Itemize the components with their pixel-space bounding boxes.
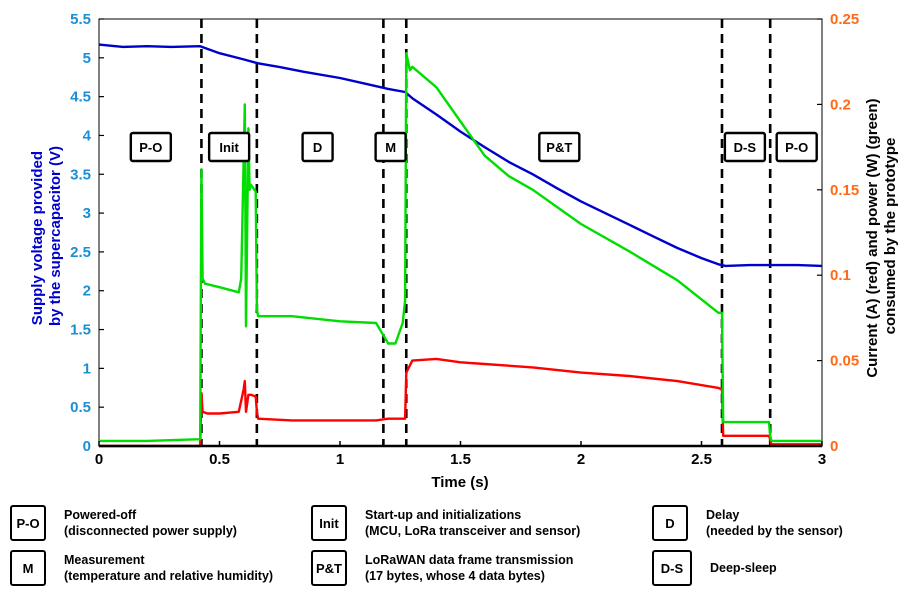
x-tick-label: 0.5 bbox=[209, 451, 230, 468]
current-series bbox=[99, 357, 822, 448]
y-right-tick-label: 0.2 bbox=[830, 96, 851, 113]
legend-item-pt: P&T LoRaWAN data frame transmission (17 … bbox=[311, 550, 573, 586]
y-right-tick-label: 0.25 bbox=[830, 11, 859, 28]
y-right-tick-label: 0.15 bbox=[830, 182, 859, 199]
y-left-tick-label: 4.5 bbox=[70, 89, 91, 106]
y-right-tick-label: 0 bbox=[830, 438, 838, 455]
y-right-label: Current (A) (red) and power (W) (green) … bbox=[864, 94, 899, 377]
legend-item-m: M Measurement (temperature and relative … bbox=[10, 550, 273, 586]
legend: P-O Powered-off (disconnected power supp… bbox=[0, 500, 906, 590]
legend-m-line1: Measurement bbox=[64, 553, 145, 567]
phase-label-box: D-S bbox=[723, 131, 767, 163]
phase-label-frame bbox=[207, 131, 251, 163]
x-tick-label: 0 bbox=[95, 451, 103, 468]
phase-labels: P-O Init D M P&T D-S P-O bbox=[129, 131, 818, 163]
chart: P-O Init D M P&T D-S P-O 0 0.5 1 1.5 2 2.5 300.511.5… bbox=[29, 11, 899, 491]
voltage-series bbox=[98, 43, 823, 268]
x-tick-label: 1 bbox=[336, 451, 344, 468]
legend-text-m: Measurement (temperature and relative hu… bbox=[64, 552, 273, 584]
phase-label-frame bbox=[129, 131, 173, 163]
phase-label-box: Init bbox=[207, 131, 251, 163]
y-right-label-line2: consumed by the prototype bbox=[882, 138, 899, 335]
legend-text-ds: Deep-sleep bbox=[710, 560, 777, 576]
phase-label-text: P&T bbox=[546, 140, 572, 155]
y-left-tick-label: 5.5 bbox=[70, 11, 91, 28]
y-left-tick-label: 5 bbox=[83, 50, 91, 67]
legend-key-m: M bbox=[10, 550, 46, 586]
phase-label-frame bbox=[775, 131, 818, 163]
phase-label-frame bbox=[538, 131, 581, 163]
plot-frame bbox=[98, 18, 823, 447]
legend-pt-line1: LoRaWAN data frame transmission bbox=[365, 553, 574, 567]
y-right-label-line1: Current (A) (red) and power (W) (green) bbox=[864, 99, 881, 378]
phase-label-text: P-O bbox=[785, 140, 808, 155]
legend-d-line1: Delay bbox=[706, 508, 740, 522]
legend-text-d: Delay (needed by the sensor) bbox=[706, 507, 843, 539]
phase-label-box: P-O bbox=[775, 131, 818, 163]
y-left-tick-label: 3 bbox=[83, 205, 91, 222]
series-group bbox=[98, 43, 823, 448]
legend-key-po: P-O bbox=[10, 505, 46, 541]
x-tick-label: 3 bbox=[818, 451, 826, 468]
y-left-label: Supply voltage provided by the supercapa… bbox=[29, 146, 64, 326]
y-right-tick-label: 0.1 bbox=[830, 267, 851, 284]
legend-ds-line1: Deep-sleep bbox=[710, 561, 777, 575]
legend-d-line2: (needed by the sensor) bbox=[706, 524, 843, 538]
y-left-tick-label: 4 bbox=[83, 127, 92, 144]
phase-label-frame bbox=[374, 131, 407, 163]
legend-item-ds: D-S Deep-sleep bbox=[652, 550, 777, 586]
phase-label-text: Init bbox=[219, 140, 239, 155]
legend-text-po: Powered-off (disconnected power supply) bbox=[64, 507, 237, 539]
y-left-label-line2: by the supercapacitor (V) bbox=[47, 146, 64, 326]
phase-label-box: P&T bbox=[538, 131, 581, 163]
x-axis-label: Time (s) bbox=[431, 474, 488, 491]
x-tick-label: 2 bbox=[577, 451, 585, 468]
legend-init-line2: (MCU, LoRa transceiver and sensor) bbox=[365, 524, 581, 538]
phase-label-box: D bbox=[301, 131, 334, 163]
y-left-label-line1: Supply voltage provided bbox=[29, 151, 46, 325]
y-left-tick-label: 0.5 bbox=[70, 399, 91, 416]
y-left-tick-label: 1.5 bbox=[70, 322, 91, 339]
y-left-tick-label: 3.5 bbox=[70, 166, 91, 183]
axes: 0 0.5 1 1.5 2 2.5 300.511.522.533.544.555.500.… bbox=[70, 11, 859, 468]
phase-label-frame bbox=[723, 131, 767, 163]
phase-label-text: D bbox=[313, 140, 322, 155]
phase-label-frame bbox=[301, 131, 334, 163]
legend-key-init: Init bbox=[311, 505, 347, 541]
phase-label-text: M bbox=[385, 140, 396, 155]
legend-item-init: Init Start-up and initializations (MCU, … bbox=[311, 505, 580, 541]
plot-area bbox=[98, 18, 823, 447]
phase-label-box: P-O bbox=[129, 131, 173, 163]
phase-label-text: D-S bbox=[734, 140, 757, 155]
legend-item-d: D Delay (needed by the sensor) bbox=[652, 505, 843, 541]
legend-m-line2: (temperature and relative humidity) bbox=[64, 569, 274, 583]
x-tick-label: 1.5 bbox=[450, 451, 471, 468]
legend-po-line2: (disconnected power supply) bbox=[64, 524, 237, 538]
legend-init-line1: Start-up and initializations bbox=[365, 508, 522, 522]
legend-text-pt: LoRaWAN data frame transmission (17 byte… bbox=[365, 552, 573, 584]
y-left-tick-label: 2 bbox=[83, 283, 91, 300]
power-series bbox=[99, 52, 822, 443]
y-right-tick-label: 0.05 bbox=[830, 353, 859, 370]
legend-pt-line2: (17 bytes, whose 4 data bytes) bbox=[365, 569, 545, 583]
phase-label-box: M bbox=[374, 131, 407, 163]
y-left-tick-label: 0 bbox=[83, 438, 91, 455]
x-tick-label: 2.5 bbox=[691, 451, 712, 468]
legend-po-line1: Powered-off bbox=[64, 508, 137, 522]
legend-item-po: P-O Powered-off (disconnected power supp… bbox=[10, 505, 237, 541]
legend-key-pt: P&T bbox=[311, 550, 347, 586]
phase-label-text: P-O bbox=[139, 140, 162, 155]
legend-key-d: D bbox=[652, 505, 688, 541]
legend-text-init: Start-up and initializations (MCU, LoRa … bbox=[365, 507, 580, 539]
legend-key-ds: D-S bbox=[652, 550, 692, 586]
y-left-tick-label: 2.5 bbox=[70, 244, 91, 261]
y-left-tick-label: 1 bbox=[83, 360, 91, 377]
